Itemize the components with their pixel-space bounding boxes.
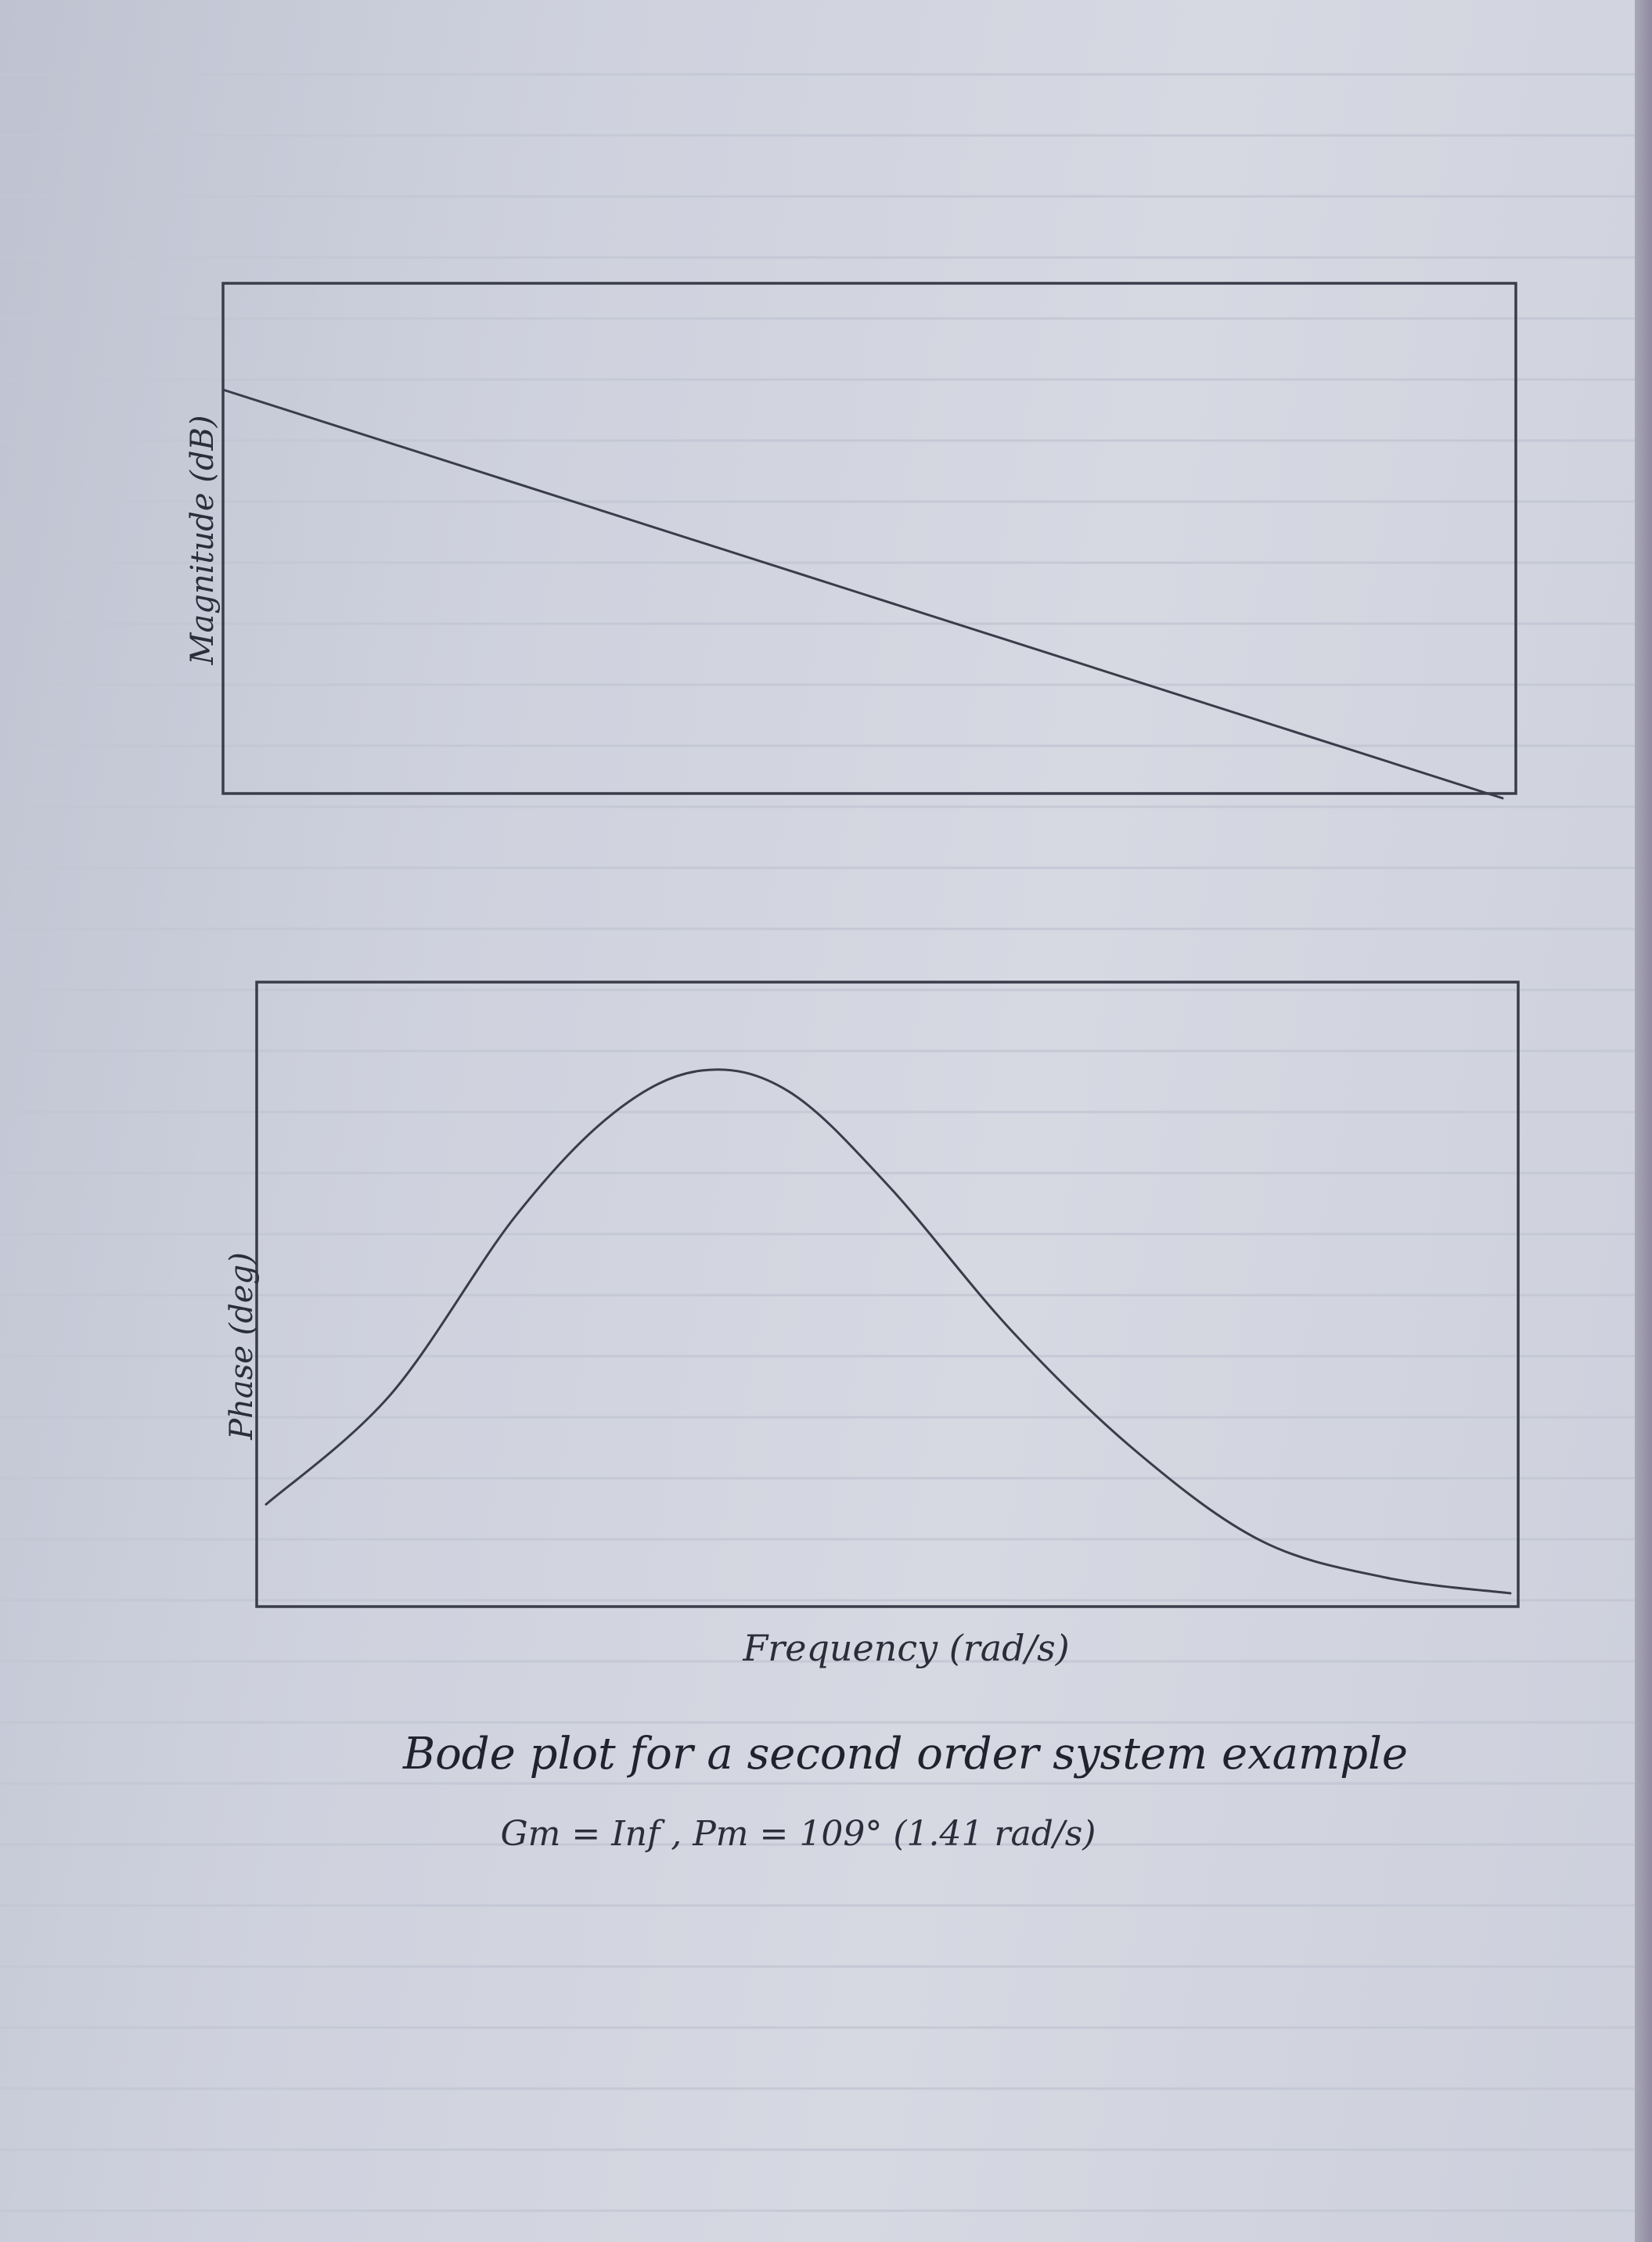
phase-axis-label: Phase (deg) [224,1252,260,1441]
frequency-axis-label: Frequency (rad/s) [742,1627,1069,1669]
phase-chart: Phase (deg) Frequency (rad/s) [224,981,1520,1669]
magnitude-chart: Magnitude (dB) [185,282,1517,800]
show-through-lines [0,73,1636,2212]
figure-caption: Bode plot for a second order system exam… [402,1729,1408,1780]
phase-curve [265,1068,1512,1595]
magnitude-plot-frame [221,282,1517,795]
magnitude-axis-label: Magnitude (dB) [185,415,221,665]
margin-summary: Gm = Inf , Pm = 109° (1.41 rad/s) [501,1814,1096,1854]
phase-plot-frame [255,981,1520,1608]
page-edge [1635,0,1652,2242]
magnitude-line [221,388,1504,800]
